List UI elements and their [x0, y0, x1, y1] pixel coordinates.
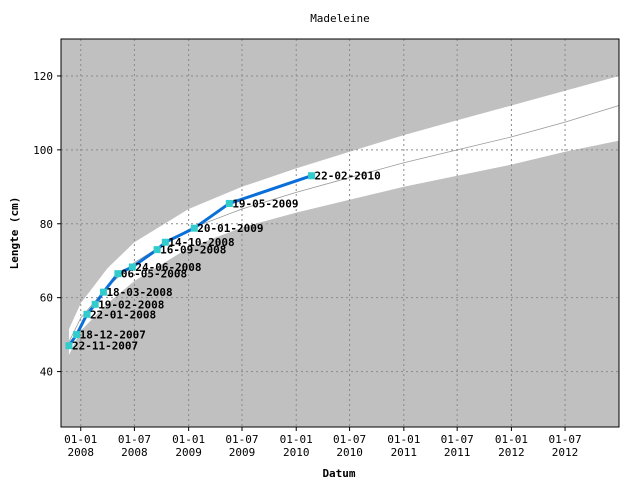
y-axis-label: Lengte (cm) [8, 197, 21, 270]
x-tick-label: 2008 [67, 446, 94, 459]
chart-title: Madeleine [310, 12, 370, 25]
data-label: 22-01-2008 [90, 308, 156, 321]
x-tick-label: 2010 [283, 446, 310, 459]
data-point [91, 300, 99, 308]
data-label: 16-09-2008 [160, 244, 226, 257]
data-point [73, 331, 81, 339]
data-label: 06-05-2008 [121, 268, 187, 281]
x-tick-label: 2008 [121, 446, 148, 459]
data-point [153, 246, 161, 254]
reference-band [68, 75, 619, 355]
data-point [99, 288, 107, 296]
x-tick-label: 01-01 [387, 433, 420, 446]
x-tick-label: 01-01 [280, 433, 313, 446]
data-point [161, 238, 169, 246]
x-tick-label: 01-07 [225, 433, 258, 446]
x-tick-label: 01-07 [333, 433, 366, 446]
y-tick-label: 100 [33, 144, 53, 157]
x-tick-label: 01-07 [548, 433, 581, 446]
data-label: 18-12-2007 [80, 329, 146, 342]
x-tick-label: 01-01 [172, 433, 205, 446]
x-tick-label: 01-07 [118, 433, 151, 446]
data-label: 22-02-2010 [315, 170, 381, 183]
plot-area: 40608010012001-01200801-07200801-0120090… [33, 38, 620, 459]
data-point [114, 270, 122, 278]
plot-background [61, 39, 619, 427]
plot-frame [60, 38, 620, 428]
y-tick-label: 40 [40, 366, 53, 379]
x-tick-label: 2012 [552, 446, 579, 459]
data-label: 19-05-2009 [232, 197, 298, 210]
data-point [308, 172, 316, 180]
x-tick-label: 01-01 [64, 433, 97, 446]
data-label: 22-11-2007 [72, 340, 138, 353]
x-tick-label: 2011 [444, 446, 471, 459]
data-label: 19-02-2008 [98, 298, 164, 311]
data-label: 14-10-2008 [168, 236, 234, 249]
data-label: 18-03-2008 [106, 286, 172, 299]
y-tick-label: 60 [40, 292, 53, 305]
data-point [225, 199, 233, 207]
y-tick-label: 120 [33, 70, 53, 83]
data-point [83, 310, 91, 318]
x-axis-label: Datum [322, 467, 355, 480]
data-label: 24-06-2008 [135, 261, 201, 274]
y-tick-label: 80 [40, 218, 53, 231]
data-point [128, 263, 136, 271]
x-tick-label: 01-07 [441, 433, 474, 446]
x-tick-label: 2010 [336, 446, 363, 459]
x-tick-label: 2009 [175, 446, 202, 459]
x-tick-label: 2011 [391, 446, 418, 459]
data-point [65, 342, 73, 350]
x-tick-label: 2009 [229, 446, 256, 459]
x-tick-label: 01-01 [495, 433, 528, 446]
data-label: 20-01-2009 [197, 222, 263, 235]
data-point [190, 224, 198, 232]
x-tick-label: 2012 [498, 446, 525, 459]
